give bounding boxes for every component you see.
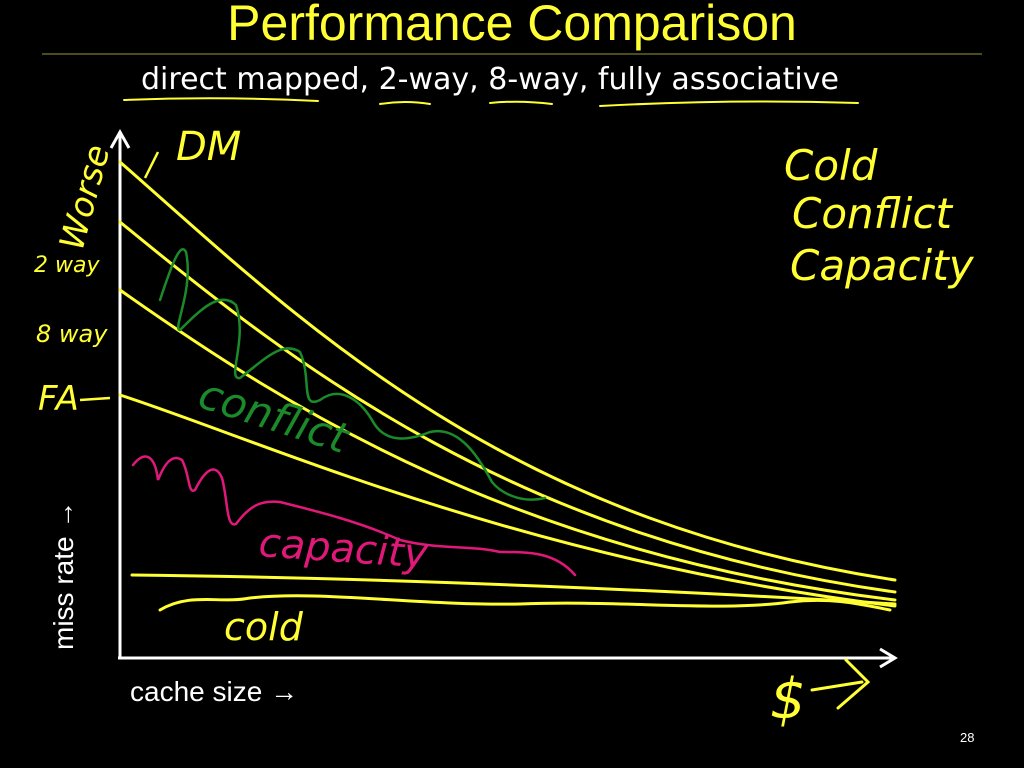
dm-pointer-tick [143, 151, 160, 179]
underline-direct-mapped [123, 97, 319, 102]
underline-8way [489, 100, 553, 105]
conflict-region-squiggle [158, 248, 547, 501]
curve-capacity-floor [130, 573, 897, 606]
miss-rate-curves [118, 160, 897, 612]
curve-direct-mapped [118, 160, 897, 582]
label-legend-conflict: Conflict [792, 189, 954, 238]
label-fa: FA [38, 379, 79, 419]
label-worse: Worse [52, 141, 118, 255]
dollar-arrow [810, 658, 871, 710]
fa-pointer-dash [79, 396, 111, 402]
y-axis-arrowhead [109, 128, 131, 149]
label-dm: DM [176, 124, 241, 170]
curve-2way [118, 220, 897, 594]
curve-8way [118, 288, 897, 602]
label-legend-capacity: Capacity [790, 241, 975, 290]
label-legend-cold: Cold [784, 141, 878, 190]
underline-2way [379, 101, 431, 105]
slide-subtitle: direct mapped, 2-way, 8-way, fully assoc… [141, 62, 839, 97]
label-cold: cold [224, 605, 304, 649]
cold-wave [158, 594, 892, 612]
x-axis-label: cache size → [130, 676, 299, 707]
capacity-region-squiggle [131, 455, 577, 577]
label-2way: 2 way [34, 253, 100, 278]
underline-fully-associative [599, 100, 859, 107]
subtitle-underlines [123, 97, 859, 107]
label-capacity: capacity [257, 520, 430, 578]
y-axis-label: miss rate → [48, 500, 79, 650]
slide-title: Performance Comparison [227, 0, 797, 51]
x-axis-arrowhead [879, 647, 898, 669]
page-number: 28 [960, 730, 975, 745]
curve-fully-associative [118, 393, 897, 608]
label-8way: 8 way [36, 320, 108, 348]
label-dollar: $ [770, 667, 806, 732]
title-divider [42, 53, 982, 55]
